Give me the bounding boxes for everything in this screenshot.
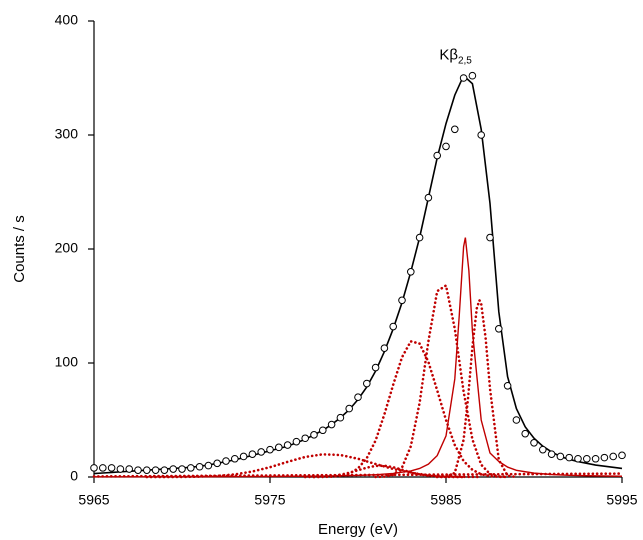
data-point — [99, 464, 107, 472]
y-tick-label: 100 — [55, 354, 79, 370]
data-point — [521, 429, 530, 438]
x-tick-label: 5985 — [430, 492, 461, 508]
data-point — [468, 71, 477, 80]
component-dotted — [374, 283, 509, 479]
annotation-subscript: 2,5 — [458, 55, 472, 66]
data-point — [495, 325, 503, 333]
data-point — [151, 466, 160, 474]
x-tick-label: 5965 — [78, 492, 109, 508]
data-point — [539, 445, 547, 454]
data-point — [116, 465, 125, 473]
data-point — [486, 233, 494, 242]
data-point — [283, 441, 292, 449]
y-tick-label: 400 — [55, 12, 79, 28]
data-point — [169, 465, 177, 473]
data-point — [310, 431, 318, 439]
data-point — [459, 74, 468, 82]
data-point — [530, 439, 538, 447]
annotation-main: Kβ — [439, 47, 458, 64]
data-point — [442, 142, 450, 151]
y-tick-label: 200 — [55, 240, 79, 256]
data-point — [345, 404, 354, 413]
data-point — [266, 445, 274, 454]
x-tick-label: 5975 — [254, 492, 285, 508]
data-point — [195, 462, 204, 471]
data-point — [134, 466, 142, 474]
data-point — [398, 296, 406, 305]
data-point — [187, 464, 195, 472]
y-axis-label: Counts / s — [11, 215, 28, 283]
data-point — [380, 344, 389, 352]
data-point — [301, 434, 310, 443]
data-point — [354, 393, 362, 402]
data-point — [512, 416, 521, 424]
data-point — [618, 451, 626, 460]
data-point — [609, 452, 618, 461]
data-point — [222, 457, 230, 465]
x-tick-label: 5995 — [606, 492, 637, 508]
data-point — [336, 413, 345, 422]
data-point — [248, 450, 257, 459]
component-dotted — [312, 339, 509, 479]
data-point — [363, 379, 371, 388]
data-point — [451, 125, 459, 134]
data-point — [239, 452, 248, 461]
data-point — [178, 465, 186, 473]
y-tick-label: 0 — [70, 468, 78, 484]
data-point — [415, 233, 424, 242]
data-point — [160, 466, 169, 474]
component-dotted — [435, 296, 518, 479]
data-point — [292, 437, 301, 446]
data-point — [389, 322, 398, 331]
data-point — [503, 382, 512, 390]
data-point — [433, 151, 442, 160]
data-point — [204, 461, 213, 470]
data-point — [107, 464, 116, 472]
data-point — [477, 131, 486, 139]
data-point — [143, 466, 151, 474]
data-point — [213, 459, 221, 468]
fit-line — [93, 74, 623, 475]
peak-annotation: Kβ2,5 — [439, 47, 472, 67]
data-point — [257, 448, 266, 456]
data-point — [600, 453, 609, 462]
y-tick-label: 300 — [55, 126, 79, 142]
data-point — [371, 363, 380, 372]
component-solid — [93, 237, 623, 478]
data-point — [591, 454, 600, 463]
data-point — [231, 454, 239, 463]
data-point — [407, 268, 415, 276]
data-point — [275, 443, 283, 452]
data-point — [574, 454, 582, 463]
data-point — [547, 450, 556, 459]
data-point — [424, 193, 433, 202]
x-axis-label: Energy (eV) — [318, 521, 398, 538]
data-point — [90, 464, 98, 472]
data-point — [583, 454, 591, 463]
data-point — [327, 420, 336, 429]
data-point — [556, 452, 565, 461]
data-point — [319, 426, 327, 435]
data-point — [125, 465, 133, 473]
data-point — [565, 453, 574, 462]
